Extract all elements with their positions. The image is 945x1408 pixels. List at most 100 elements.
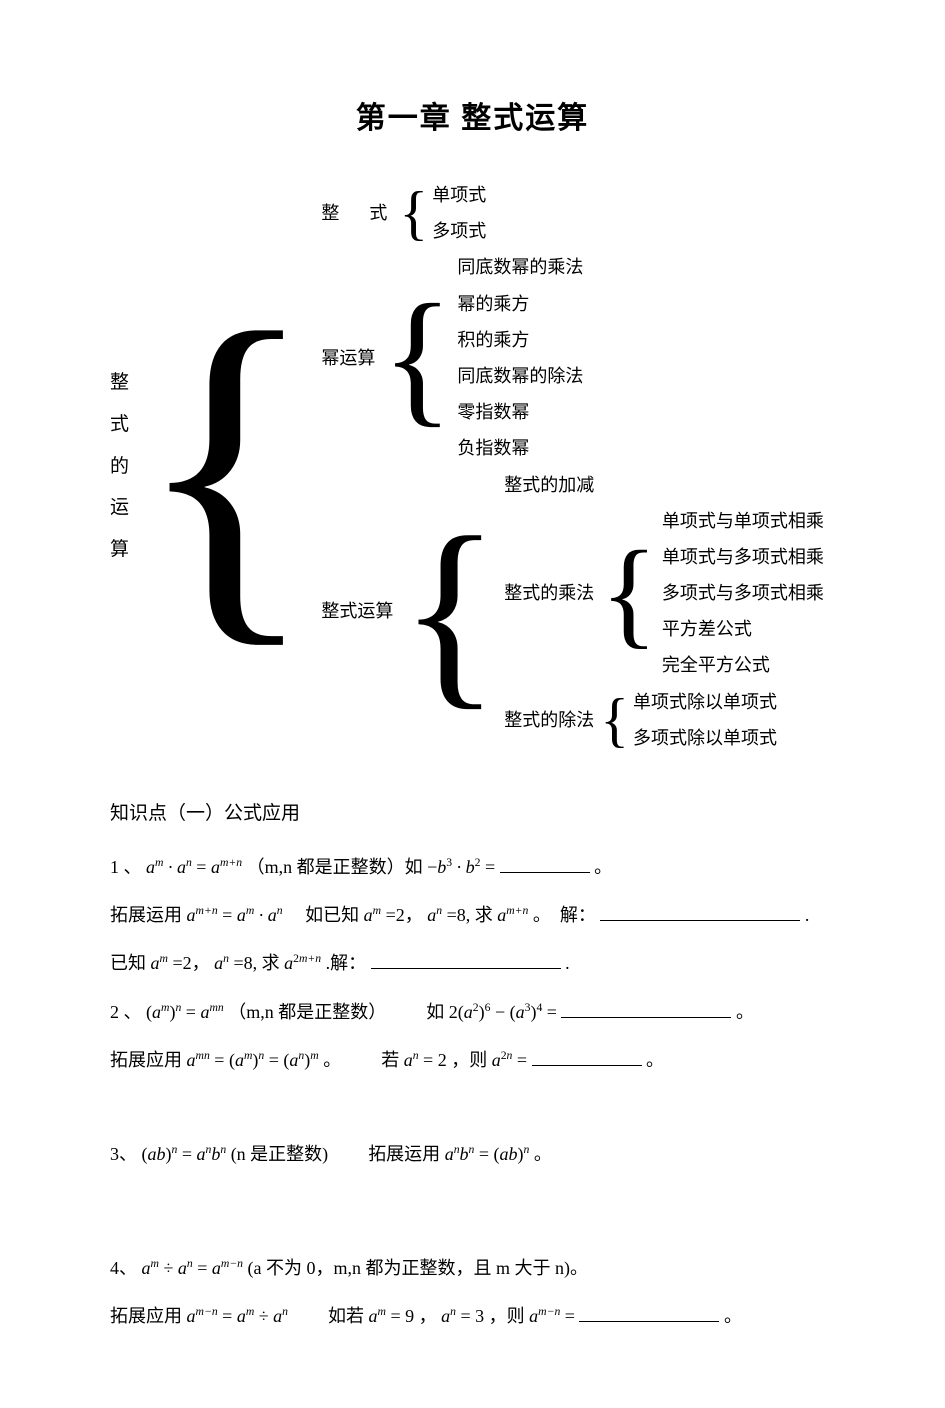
formula: am · an = am+n: [146, 857, 242, 877]
text: 若: [381, 1050, 399, 1070]
tree-leaf: 幂的乘方: [457, 286, 583, 322]
text: 拓展应用: [110, 1050, 182, 1070]
tree-leaf: 负指数幂: [457, 430, 583, 466]
fill-blank[interactable]: [561, 999, 731, 1018]
text: =2，: [172, 953, 214, 973]
tree-leaf: 同底数幂的乘法: [457, 249, 583, 285]
formula: a2n =: [492, 1050, 532, 1070]
paragraph: 3、 (ab)n = anbn (n 是正整数) 拓展运用 anbn = (ab…: [110, 1137, 835, 1171]
brace-icon: {: [598, 699, 633, 741]
text: ，则: [489, 1306, 530, 1326]
tree-branch: 幂运算 { 同底数幂的乘法 幂的乘方 积的乘方 同底数幂的除法 零指数幂 负指数…: [321, 249, 823, 466]
formula: am = 9: [369, 1306, 419, 1326]
text: .: [565, 953, 570, 973]
text: .: [805, 905, 810, 925]
formula: am+n: [497, 905, 528, 925]
formula: an = 3: [441, 1306, 489, 1326]
paragraph: 拓展应用 am−n = am ÷ an 如若 am = 9 ， an = 3 ，…: [110, 1299, 835, 1333]
section-heading: 知识点（一）公式应用: [110, 796, 835, 832]
paragraph: 1 、 am · an = am+n （m,n 都是正整数）如 −b3 · b2…: [110, 850, 835, 884]
text: 。: [646, 1050, 664, 1070]
formula: an = 2: [404, 1050, 452, 1070]
tree-branch: 整式运算 { 整式的加减 整式的乘法 { 单项式与单项式相乘 单项式与多项式相乘…: [321, 467, 823, 757]
formula: (am)n = amn: [146, 1002, 224, 1022]
tree-leaf: 单项式除以单项式: [633, 684, 777, 720]
tree-leaf: 单项式与单项式相乘: [662, 503, 824, 539]
brace-icon: {: [397, 538, 504, 685]
paragraph: 2 、 (am)n = amn （m,n 都是正整数） 如 2(a2)6 − (…: [110, 995, 835, 1029]
formula: −b3 · b2 =: [427, 857, 500, 877]
formula: anbn = (ab)n: [445, 1144, 534, 1164]
text: ，: [419, 1306, 442, 1326]
formula: amn = (am)n = (an)m: [187, 1050, 324, 1070]
brace-icon: {: [598, 551, 662, 635]
text: 已知: [110, 953, 146, 973]
text: 。: [534, 1144, 552, 1164]
item-number: 3、: [110, 1144, 137, 1164]
text: 拓展运用: [110, 905, 182, 925]
text: 。 解：: [533, 905, 596, 925]
tree-leaf: 多项式除以单项式: [633, 720, 777, 756]
tree-subbranch: 整式的乘法 { 单项式与单项式相乘 单项式与多项式相乘 多项式与多项式相乘 平方…: [504, 503, 824, 684]
text: 。: [724, 1306, 742, 1326]
brace-icon: {: [133, 334, 321, 600]
text: =8, 求: [447, 905, 498, 925]
text: 拓展应用: [110, 1306, 182, 1326]
text: =2，: [386, 905, 428, 925]
text: =8, 求: [233, 953, 284, 973]
text: 如若: [328, 1306, 369, 1326]
text: （m,n 都是正整数）如: [247, 857, 423, 877]
text: 拓展运用: [368, 1144, 440, 1164]
tree-leaf: 单项式: [432, 177, 486, 213]
fill-blank[interactable]: [500, 854, 590, 873]
fill-blank[interactable]: [532, 1047, 642, 1066]
tree-leaf: 完全平方公式: [662, 647, 824, 683]
branch-label: 整式的乘法: [504, 576, 598, 610]
fill-blank[interactable]: [371, 950, 561, 969]
text: 如: [426, 1002, 444, 1022]
tree-subbranch: 整式的除法 { 单项式除以单项式 多项式除以单项式: [504, 684, 824, 756]
tree-leaf: 同底数幂的除法: [457, 358, 583, 394]
tree-leaf: 多项式与多项式相乘: [662, 575, 824, 611]
fill-blank[interactable]: [600, 902, 800, 921]
text: (a 不为 0，m,n 都为正整数，且 m 大于 n)。: [248, 1258, 588, 1278]
tree-leaf: 单项式与多项式相乘: [662, 539, 824, 575]
formula: 2(a2)6 − (a3)4 =: [449, 1002, 562, 1022]
text: 。: [323, 1050, 341, 1070]
tree-branch: 整 式 { 单项式 多项式: [321, 177, 823, 249]
text: （m,n 都是正整数）: [228, 1002, 386, 1022]
paragraph: 拓展运用 am+n = am · an 如已知 am =2， an =8, 求 …: [110, 898, 835, 932]
paragraph: 4、 am ÷ an = am−n (a 不为 0，m,n 都为正整数，且 m …: [110, 1251, 835, 1285]
formula: am−n =: [529, 1306, 579, 1326]
formula: am ÷ an = am−n: [142, 1258, 244, 1278]
paragraph: 已知 am =2， an =8, 求 a2m+n .解： .: [110, 946, 835, 980]
formula: am−n = am ÷ an: [187, 1306, 289, 1326]
text: .解：: [326, 953, 367, 973]
tree-leaf: 积的乘方: [457, 322, 583, 358]
text: 如已知: [287, 905, 364, 925]
tree-leaf: 多项式: [432, 213, 486, 249]
item-number: 2 、: [110, 1002, 142, 1022]
item-number: 1 、: [110, 857, 142, 877]
tree-leaf: 零指数幂: [457, 394, 583, 430]
text: 。: [736, 1002, 754, 1022]
brace-icon: {: [397, 192, 432, 234]
document-page: 第一章 整式运算 整式的运算 { 整 式 { 单项式 多项式: [0, 0, 945, 1408]
formula: a2m+n: [284, 953, 321, 973]
branch-label: 幂运算: [321, 341, 379, 375]
formula: (ab)n = anbn: [142, 1144, 227, 1164]
text: 。: [594, 857, 612, 877]
branch-label: 整式运算: [321, 594, 397, 628]
text: (n 是正整数): [231, 1144, 329, 1164]
formula: am: [364, 905, 381, 925]
branch-label: 整式的除法: [504, 703, 598, 737]
paragraph: 拓展应用 amn = (am)n = (an)m 。 若 an = 2 ，则 a…: [110, 1043, 835, 1077]
tree-leaf: 平方差公式: [662, 611, 824, 647]
chapter-title: 第一章 整式运算: [110, 90, 835, 147]
fill-blank[interactable]: [579, 1303, 719, 1322]
outline-tree: 整式的运算 { 整 式 { 单项式 多项式 幂运算 {: [110, 177, 835, 756]
formula: am+n = am · an: [187, 905, 283, 925]
formula: an: [427, 905, 442, 925]
text: ，则: [451, 1050, 492, 1070]
formula: am: [151, 953, 168, 973]
